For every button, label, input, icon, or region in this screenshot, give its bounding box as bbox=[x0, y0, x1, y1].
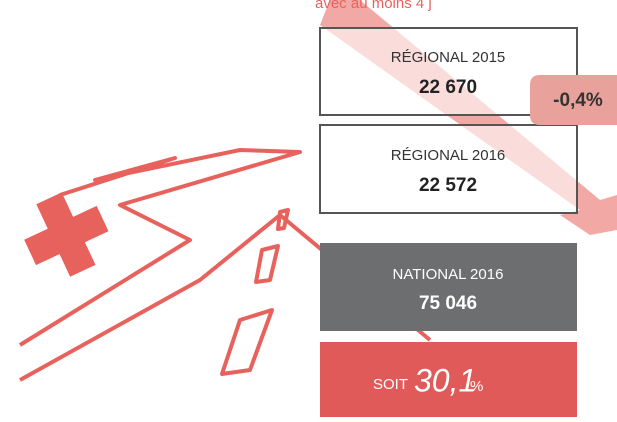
box bbox=[320, 243, 577, 331]
header-text: avec au moins 4 j bbox=[315, 0, 432, 12]
change-value: -0,4% bbox=[553, 90, 603, 111]
box bbox=[320, 125, 577, 213]
box-value: 22 670 bbox=[419, 77, 477, 98]
medical-cross bbox=[13, 181, 119, 287]
box-label: RÉGIONAL 2016 bbox=[391, 147, 506, 164]
infographic: avec au moins 4 j RÉGIONAL 2015 22 670 R… bbox=[0, 0, 617, 417]
box-label: RÉGIONAL 2015 bbox=[391, 49, 506, 66]
share-number: 30,1 bbox=[414, 362, 476, 398]
share-suffix: % bbox=[470, 378, 483, 395]
box-label: NATIONAL 2016 bbox=[393, 266, 504, 283]
box-value: 22 572 bbox=[419, 175, 477, 196]
share-prefix: SOIT bbox=[373, 376, 408, 393]
box-value: 75 046 bbox=[419, 293, 477, 314]
